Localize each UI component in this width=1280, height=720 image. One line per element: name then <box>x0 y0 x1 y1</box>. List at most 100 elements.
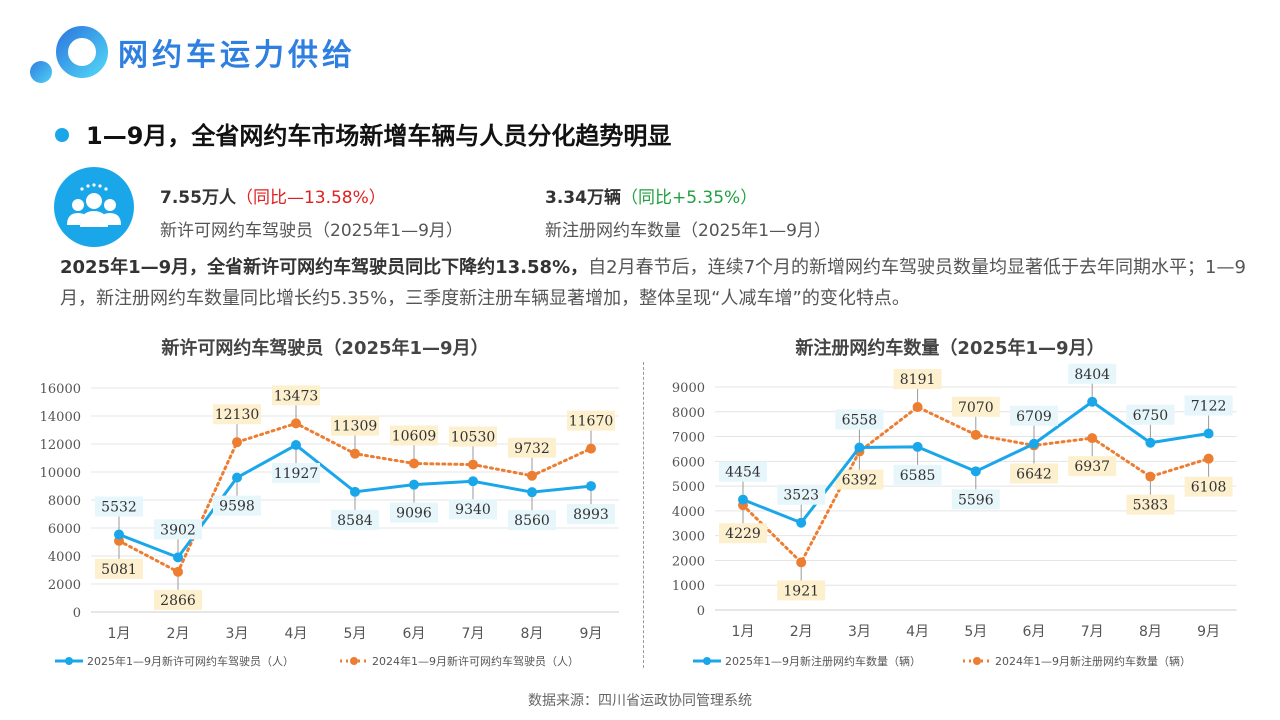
data-label-bg <box>1126 494 1175 515</box>
y-tick-label: 14000 <box>40 410 81 425</box>
x-tick-label: 2月 <box>790 624 813 640</box>
x-tick-label: 4月 <box>906 624 929 640</box>
y-tick-label: 0 <box>697 604 705 619</box>
data-point <box>970 429 981 440</box>
data-label: 4454 <box>725 465 761 481</box>
data-source: 数据来源：四川省运政协同管理系统 <box>528 693 752 709</box>
data-label-bg <box>449 426 497 447</box>
kpi-value: 3.34万辆 <box>545 188 621 208</box>
kpi-change: （同比—13.58%） <box>235 188 386 208</box>
data-label-bg <box>272 463 320 484</box>
legend-marker <box>350 657 358 665</box>
data-label-bg <box>213 495 261 516</box>
data-point <box>409 479 419 490</box>
data-label: 5081 <box>101 562 137 578</box>
data-label: 7070 <box>958 400 994 416</box>
data-label-bg <box>272 385 320 406</box>
x-tick-label: 5月 <box>344 626 367 642</box>
x-tick-label: 2月 <box>167 626 190 642</box>
x-tick-label: 1月 <box>108 626 131 642</box>
data-label: 6108 <box>1191 480 1227 496</box>
data-label-bg <box>1010 463 1058 484</box>
data-point <box>586 443 596 454</box>
data-label-bg <box>835 469 884 490</box>
data-label: 10609 <box>392 428 437 444</box>
page-title: 网约车运力供给 <box>118 38 356 73</box>
data-label: 8404 <box>1074 367 1110 383</box>
chart-title: 新注册网约车数量（2025年1—9月） <box>795 337 1104 359</box>
data-label-bg <box>951 489 1000 510</box>
y-tick-label: 6000 <box>48 522 81 537</box>
kpi-vehicles: 3.34万辆（同比+5.35%） <box>545 183 757 208</box>
bullet-icon <box>55 128 69 142</box>
x-tick-label: 3月 <box>226 626 249 642</box>
data-label-bg <box>835 409 884 430</box>
data-point <box>527 487 537 498</box>
data-label: 3902 <box>160 522 196 538</box>
data-point <box>527 470 537 481</box>
users-icon <box>54 167 134 247</box>
data-label: 11309 <box>333 419 378 435</box>
data-point <box>1029 438 1039 449</box>
x-tick-label: 5月 <box>964 624 987 640</box>
data-label-bg <box>567 504 615 525</box>
data-label-bg <box>213 404 261 425</box>
section-subtitle: 1—9月，全省网约车市场新增车辆与人员分化趋势明显 <box>86 122 672 150</box>
data-label: 11670 <box>569 414 614 430</box>
data-point <box>232 437 242 448</box>
y-tick-label: 1000 <box>672 579 705 594</box>
data-label-bg <box>1184 395 1233 416</box>
y-tick-label: 7000 <box>672 431 705 446</box>
kpi-drivers: 7.55万人（同比—13.58%） <box>160 183 386 208</box>
data-label-bg <box>390 425 438 446</box>
data-label-bg <box>567 410 615 431</box>
legend-label: 2024年1—9月新注册网约车数量（辆） <box>995 654 1191 668</box>
chart-title: 新许可网约车驾驶员（2025年1—9月） <box>161 337 488 359</box>
x-tick-label: 8月 <box>1139 624 1162 640</box>
y-tick-label: 12000 <box>40 438 81 453</box>
data-point <box>114 529 124 540</box>
data-point <box>1087 433 1098 444</box>
data-point <box>796 557 807 568</box>
divider <box>643 362 644 668</box>
data-label: 8584 <box>337 513 373 529</box>
data-label: 2866 <box>160 593 196 609</box>
data-label: 10530 <box>451 430 496 446</box>
data-point <box>1145 471 1156 482</box>
data-label-bg <box>449 499 497 520</box>
y-tick-label: 8000 <box>48 494 81 509</box>
data-label-bg <box>1068 456 1117 477</box>
data-label: 4229 <box>725 526 761 542</box>
data-point <box>912 402 923 413</box>
x-tick-label: 7月 <box>462 626 485 642</box>
data-label-bg <box>331 415 379 436</box>
data-point <box>468 476 478 487</box>
data-label-bg <box>893 369 942 390</box>
x-tick-label: 8月 <box>521 626 544 642</box>
data-label-bg <box>951 396 1000 417</box>
chart-drivers: 新许可网约车驾驶员（2025年1—9月） 0 2000 4000 6000 8000 100… <box>40 337 619 668</box>
y-tick-label: 2000 <box>48 578 81 593</box>
data-label: 6558 <box>842 413 878 429</box>
data-point <box>409 458 419 469</box>
data-label: 8191 <box>900 372 936 388</box>
data-label: 13473 <box>274 388 319 404</box>
legend-label: 2024年1—9月新许可网约车驾驶员（人） <box>372 654 579 668</box>
y-tick-label: 0 <box>73 606 81 621</box>
data-label: 1921 <box>783 583 819 599</box>
data-label-bg <box>154 589 202 610</box>
data-label-bg <box>95 558 143 579</box>
data-label-bg <box>1010 405 1058 426</box>
x-tick-label: 9月 <box>1197 624 1220 640</box>
data-label-bg <box>777 484 826 505</box>
data-point <box>586 481 596 492</box>
legend-marker <box>65 657 73 665</box>
y-tick-label: 10000 <box>40 466 81 481</box>
data-label-bg <box>508 510 556 531</box>
data-point <box>173 552 183 563</box>
y-tick-label: 9000 <box>672 381 705 396</box>
data-label: 9598 <box>219 499 255 515</box>
x-tick-label: 6月 <box>403 626 426 642</box>
data-label: 6585 <box>900 468 936 484</box>
data-label: 11927 <box>274 466 319 482</box>
